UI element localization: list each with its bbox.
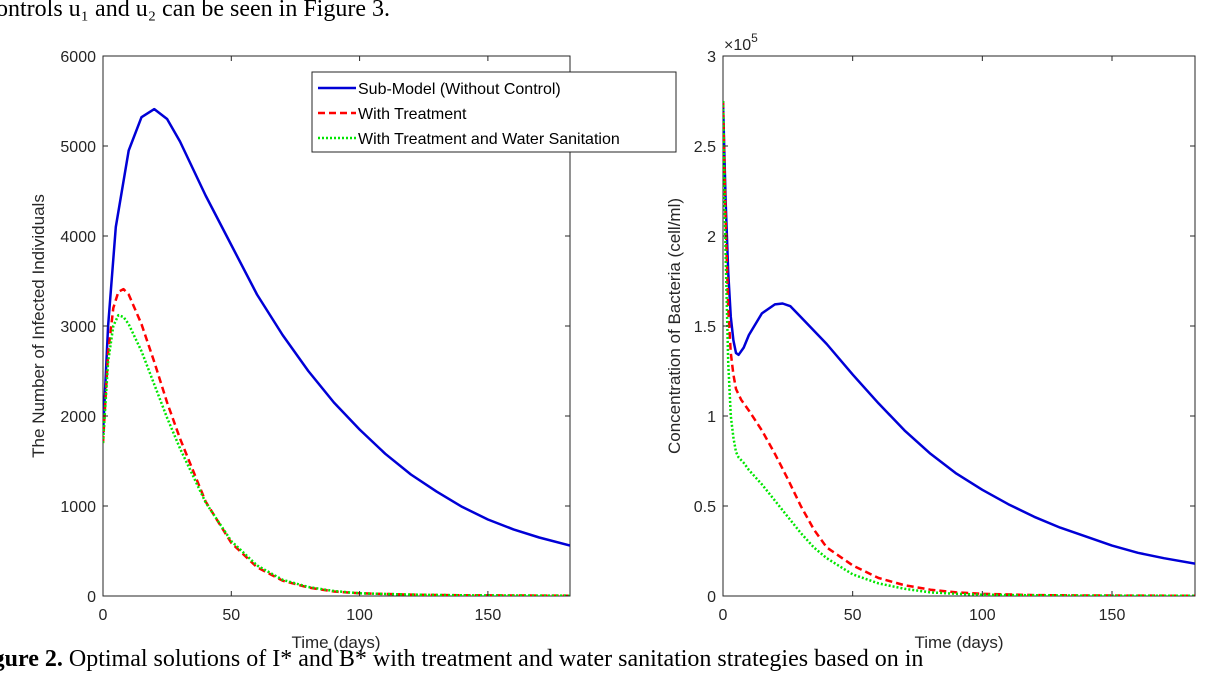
- x-tick-label: 150: [1099, 607, 1126, 624]
- x-tick-label: 0: [719, 607, 728, 624]
- y-tick-label: 3: [707, 49, 716, 66]
- y-tick-label: 1: [707, 409, 716, 426]
- x-tick-label: 0: [99, 607, 108, 624]
- x-tick-label: 100: [969, 607, 996, 624]
- x-tick-label: 50: [844, 607, 862, 624]
- y-multiplier-base: ×10: [724, 37, 751, 54]
- series-line: [723, 100, 1195, 596]
- legend: Sub-Model (Without Control) With Treatme…: [311, 71, 677, 153]
- series-line: [103, 107, 570, 547]
- x-tick-label: 50: [222, 607, 240, 624]
- caption-label: igure 2.: [0, 646, 63, 672]
- y-tick-label: 0.5: [694, 499, 716, 516]
- plot-area: [722, 55, 1196, 597]
- y-tick-label: 5000: [60, 139, 96, 156]
- x-axis-label: Time (days): [291, 633, 380, 652]
- x-tick-label: 100: [346, 607, 373, 624]
- y-tick-label: 4000: [60, 229, 96, 246]
- y-axis-label: The Number of Infected Individuals: [29, 194, 48, 458]
- y-tick-label: 0: [87, 589, 96, 606]
- legend-box: [311, 71, 677, 153]
- x-tick-label: 150: [475, 607, 502, 624]
- legend-entry: Sub-Model (Without Control): [358, 81, 561, 98]
- figure-caption: igure 2. Optimal solutions of I* and B* …: [0, 646, 1222, 690]
- infected-chart: 0 50 100 150 0 1000 2000 3000 4000 5000 6000 Time …: [29, 49, 677, 652]
- y-tick-label: 3000: [60, 319, 96, 336]
- legend-entry: With Treatment and Water Sanitation: [358, 131, 620, 148]
- y-axis-multiplier: ×105: [724, 31, 758, 54]
- series-line: [723, 100, 1195, 565]
- x-axis-label: Time (days): [914, 633, 1003, 652]
- body-text: ontrols u₁ and u₂ can be seen in Figure …: [0, 0, 390, 22]
- caption-text: Optimal solutions of I* and B* with trea…: [62, 646, 924, 672]
- body-text-line: ontrols u₁ and u₂ can be seen in Figure …: [0, 0, 1218, 36]
- y-tick-label: 1.5: [694, 319, 716, 336]
- y-tick-label: 2.5: [694, 139, 716, 156]
- series-line: [723, 100, 1195, 596]
- legend-entry: With Treatment: [358, 106, 467, 123]
- series-line: [103, 313, 570, 596]
- y-tick-label: 0: [707, 589, 716, 606]
- y-tick-label: 2: [707, 229, 716, 246]
- y-tick-label: 1000: [60, 499, 96, 516]
- y-tick-label: 6000: [60, 49, 96, 66]
- y-multiplier-exponent: 5: [751, 31, 758, 45]
- y-axis-label: Concentration of Bacteria (cell/ml): [665, 198, 684, 454]
- y-tick-label: 2000: [60, 409, 96, 426]
